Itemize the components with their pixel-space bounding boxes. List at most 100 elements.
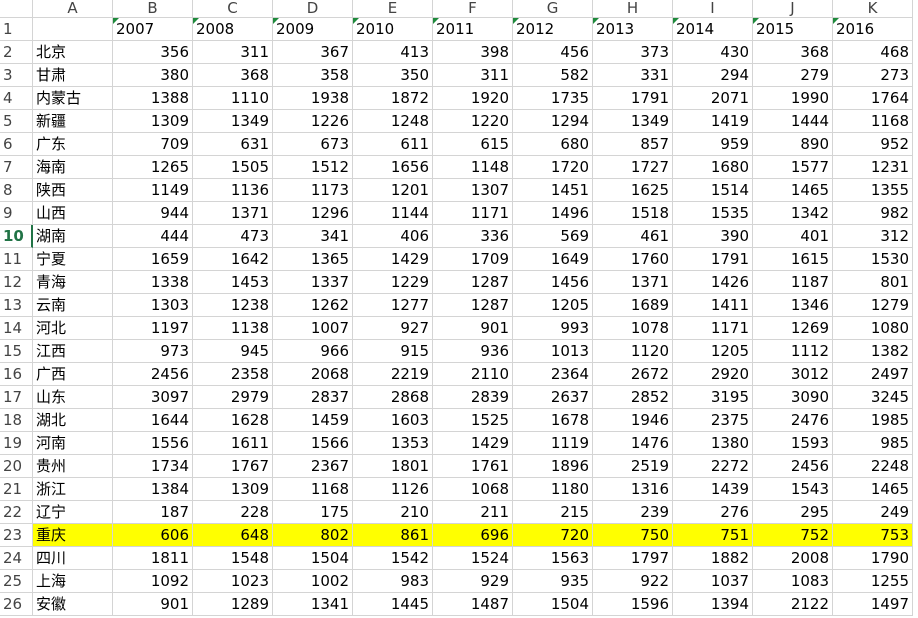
value-cell[interactable]: 356 [113,41,193,64]
value-cell[interactable]: 456 [513,41,593,64]
value-cell[interactable]: 2122 [753,593,833,616]
value-cell[interactable]: 373 [593,41,673,64]
value-cell[interactable]: 985 [833,432,913,455]
value-cell[interactable]: 1346 [753,294,833,317]
value-cell[interactable]: 2476 [753,409,833,432]
name-cell[interactable]: 新疆 [33,110,113,133]
value-cell[interactable]: 1168 [833,110,913,133]
value-cell[interactable]: 276 [673,501,753,524]
value-cell[interactable]: 1760 [593,248,673,271]
value-cell[interactable]: 1946 [593,409,673,432]
value-cell[interactable]: 1187 [753,271,833,294]
value-cell[interactable]: 973 [113,340,193,363]
column-header[interactable]: K [833,0,913,18]
value-cell[interactable]: 295 [753,501,833,524]
value-cell[interactable]: 1720 [513,156,593,179]
value-cell[interactable]: 2008 [753,547,833,570]
row-header[interactable]: 21 [0,478,33,501]
value-cell[interactable]: 1411 [673,294,753,317]
value-cell[interactable]: 1337 [273,271,353,294]
value-cell[interactable]: 368 [193,64,273,87]
value-cell[interactable]: 1083 [753,570,833,593]
value-cell[interactable]: 1316 [593,478,673,501]
value-cell[interactable]: 1355 [833,179,913,202]
value-cell[interactable]: 1659 [113,248,193,271]
value-cell[interactable]: 952 [833,133,913,156]
value-cell[interactable]: 2637 [513,386,593,409]
value-cell[interactable]: 922 [593,570,673,593]
value-cell[interactable]: 1938 [273,87,353,110]
value-cell[interactable]: 1173 [273,179,353,202]
year-cell[interactable]: 2011 [433,18,513,41]
row-header[interactable]: 1 [0,18,33,41]
name-cell[interactable]: 广东 [33,133,113,156]
value-cell[interactable]: 1201 [353,179,433,202]
value-cell[interactable]: 401 [753,225,833,248]
name-cell[interactable]: 青海 [33,271,113,294]
row-header[interactable]: 9 [0,202,33,225]
value-cell[interactable]: 1429 [433,432,513,455]
value-cell[interactable]: 1078 [593,317,673,340]
column-header[interactable]: G [513,0,593,18]
value-cell[interactable]: 1603 [353,409,433,432]
value-cell[interactable]: 2868 [353,386,433,409]
value-cell[interactable]: 2519 [593,455,673,478]
value-cell[interactable]: 406 [353,225,433,248]
value-cell[interactable]: 461 [593,225,673,248]
value-cell[interactable]: 1596 [593,593,673,616]
value-cell[interactable]: 1349 [193,110,273,133]
value-cell[interactable]: 1797 [593,547,673,570]
row-header[interactable]: 14 [0,317,33,340]
value-cell[interactable]: 1269 [753,317,833,340]
value-cell[interactable]: 1126 [353,478,433,501]
value-cell[interactable]: 3097 [113,386,193,409]
value-cell[interactable]: 1542 [353,547,433,570]
value-cell[interactable]: 1120 [593,340,673,363]
row-header[interactable]: 7 [0,156,33,179]
name-cell[interactable]: 海南 [33,156,113,179]
value-cell[interactable]: 1226 [273,110,353,133]
value-cell[interactable]: 1426 [673,271,753,294]
name-cell[interactable]: 上海 [33,570,113,593]
name-cell[interactable]: 河南 [33,432,113,455]
name-cell[interactable]: 湖北 [33,409,113,432]
value-cell[interactable]: 944 [113,202,193,225]
row-header[interactable]: 3 [0,64,33,87]
row-header[interactable]: 12 [0,271,33,294]
name-cell[interactable]: 北京 [33,41,113,64]
row-header[interactable]: 13 [0,294,33,317]
value-cell[interactable]: 1265 [113,156,193,179]
value-cell[interactable]: 1990 [753,87,833,110]
value-cell[interactable]: 993 [513,317,593,340]
value-cell[interactable]: 606 [113,524,193,547]
value-cell[interactable]: 1180 [513,478,593,501]
row-header[interactable]: 2 [0,41,33,64]
year-cell[interactable]: 2012 [513,18,593,41]
value-cell[interactable]: 1092 [113,570,193,593]
value-cell[interactable]: 1577 [753,156,833,179]
value-cell[interactable]: 1656 [353,156,433,179]
cell[interactable] [33,18,113,41]
value-cell[interactable]: 1985 [833,409,913,432]
year-cell[interactable]: 2008 [193,18,273,41]
value-cell[interactable]: 1287 [433,271,513,294]
value-cell[interactable]: 2672 [593,363,673,386]
value-cell[interactable]: 1525 [433,409,513,432]
value-cell[interactable]: 2272 [673,455,753,478]
year-cell[interactable]: 2007 [113,18,193,41]
value-cell[interactable]: 1289 [193,593,273,616]
value-cell[interactable]: 615 [433,133,513,156]
value-cell[interactable]: 1068 [433,478,513,501]
value-cell[interactable]: 249 [833,501,913,524]
value-cell[interactable]: 1007 [273,317,353,340]
value-cell[interactable]: 1524 [433,547,513,570]
value-cell[interactable]: 1419 [673,110,753,133]
value-cell[interactable]: 1678 [513,409,593,432]
value-cell[interactable]: 1136 [193,179,273,202]
value-cell[interactable]: 1277 [353,294,433,317]
value-cell[interactable]: 1197 [113,317,193,340]
value-cell[interactable]: 929 [433,570,513,593]
value-cell[interactable]: 390 [673,225,753,248]
value-cell[interactable]: 1556 [113,432,193,455]
value-cell[interactable]: 1309 [113,110,193,133]
